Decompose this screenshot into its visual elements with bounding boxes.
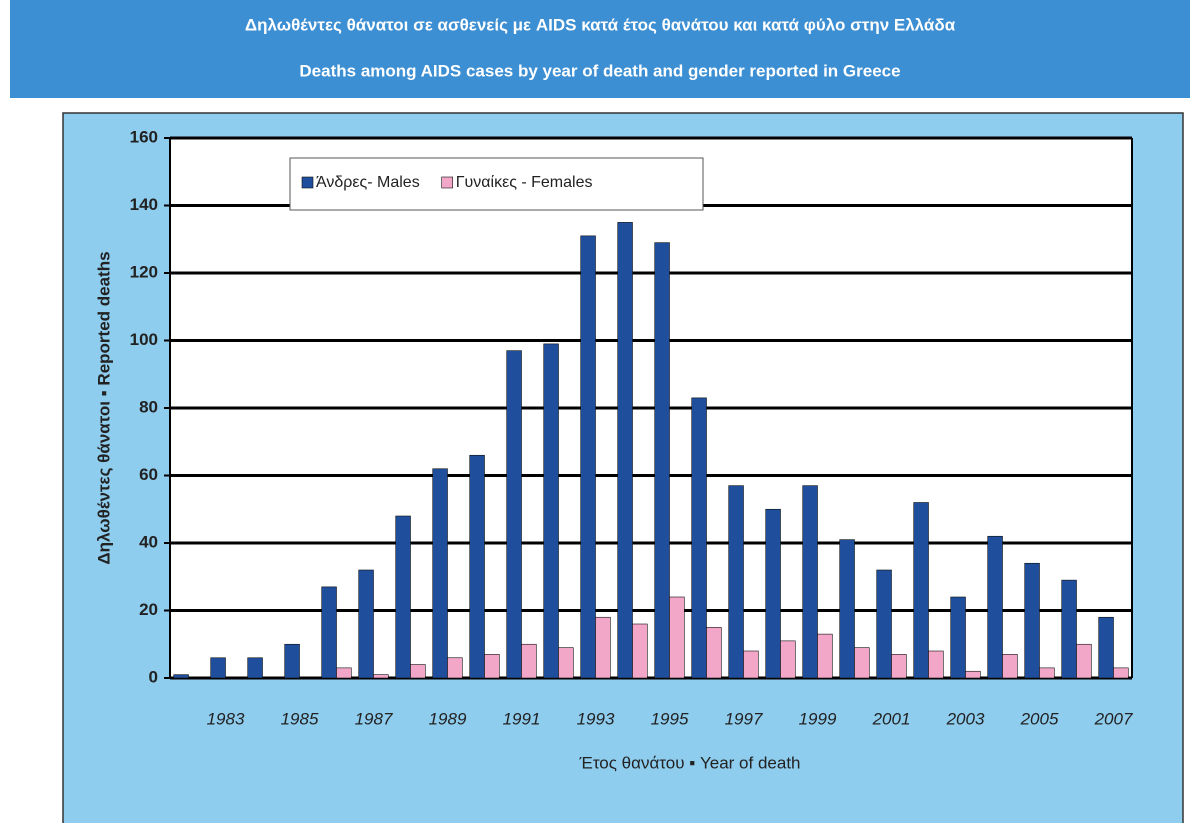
bar — [817, 633, 833, 679]
bar — [558, 647, 574, 679]
bar — [432, 468, 448, 679]
chart-title: Δηλωθέντες θάνατοι σε ασθενείς με AIDS κ… — [245, 15, 956, 34]
y-tick-label: 40 — [139, 532, 158, 551]
bar — [595, 616, 611, 679]
bar — [358, 569, 374, 679]
bar — [484, 654, 500, 679]
bar — [839, 539, 855, 679]
bar — [913, 502, 929, 679]
bar — [950, 596, 966, 679]
bar — [395, 515, 411, 679]
bar — [580, 235, 596, 679]
x-tick-label: 1993 — [577, 709, 615, 728]
y-tick-label: 160 — [130, 127, 158, 146]
bar — [802, 485, 818, 679]
bar — [876, 569, 892, 679]
bar — [410, 664, 426, 679]
x-tick-label: 2003 — [946, 709, 985, 728]
bar — [965, 670, 981, 679]
bar — [928, 650, 944, 679]
y-tick-label: 80 — [139, 397, 158, 416]
bar — [632, 623, 648, 679]
bar — [506, 350, 522, 679]
bar — [691, 397, 707, 679]
bar — [521, 643, 537, 679]
bar — [447, 657, 463, 679]
bar — [1024, 562, 1040, 679]
bar — [1076, 643, 1092, 679]
bar — [284, 643, 300, 679]
chart-subtitle: Deaths among AIDS cases by year of death… — [299, 61, 900, 80]
bar — [1039, 667, 1055, 679]
legend-label: Γυναίκες - Females — [456, 174, 593, 191]
y-tick-label: 100 — [130, 330, 158, 349]
x-tick-label: 2005 — [1020, 709, 1059, 728]
bar — [854, 647, 870, 679]
bar — [669, 596, 685, 679]
bar — [728, 485, 744, 679]
bar — [373, 674, 389, 679]
bar — [1113, 667, 1129, 679]
legend-swatch — [441, 176, 454, 189]
legend-swatch — [301, 176, 314, 189]
y-tick-label: 140 — [130, 195, 158, 214]
y-axis-label: Δηλωθέντες θάνατοι ▪ Reported deaths — [94, 251, 113, 564]
legend-box — [289, 157, 704, 211]
y-tick-label: 120 — [130, 262, 158, 281]
bar — [654, 242, 670, 679]
x-tick-label: 1997 — [725, 709, 763, 728]
x-tick-label: 2007 — [1094, 709, 1133, 728]
x-axis-label: Έτος θανάτου ▪ Year of death — [579, 753, 801, 772]
x-tick-label: 1999 — [799, 709, 837, 728]
bar — [543, 343, 559, 679]
bar — [247, 657, 263, 679]
x-tick-label: 1989 — [429, 709, 467, 728]
legend-label: Άνδρες- Males — [316, 174, 420, 191]
bar — [469, 454, 485, 679]
bar — [173, 674, 189, 679]
x-tick-label: 1995 — [651, 709, 689, 728]
x-tick-label: 1985 — [281, 709, 319, 728]
x-tick-label: 1987 — [355, 709, 393, 728]
bar — [987, 535, 1003, 679]
bar — [336, 667, 352, 679]
bar — [617, 222, 633, 679]
x-tick-label: 1983 — [207, 709, 245, 728]
bar — [1002, 654, 1018, 679]
x-tick-label: 2001 — [872, 709, 911, 728]
bar — [743, 650, 759, 679]
bar — [765, 508, 781, 679]
bar — [1061, 579, 1077, 679]
bar — [891, 654, 907, 679]
y-tick-label: 20 — [139, 600, 158, 619]
y-tick-label: 0 — [149, 667, 158, 686]
bar — [210, 657, 226, 679]
x-tick-label: 1991 — [503, 709, 541, 728]
bar — [1098, 616, 1114, 679]
bar — [321, 586, 337, 679]
y-tick-label: 60 — [139, 465, 158, 484]
bar — [706, 627, 722, 679]
header-band — [10, 0, 1190, 98]
bar — [780, 640, 796, 679]
